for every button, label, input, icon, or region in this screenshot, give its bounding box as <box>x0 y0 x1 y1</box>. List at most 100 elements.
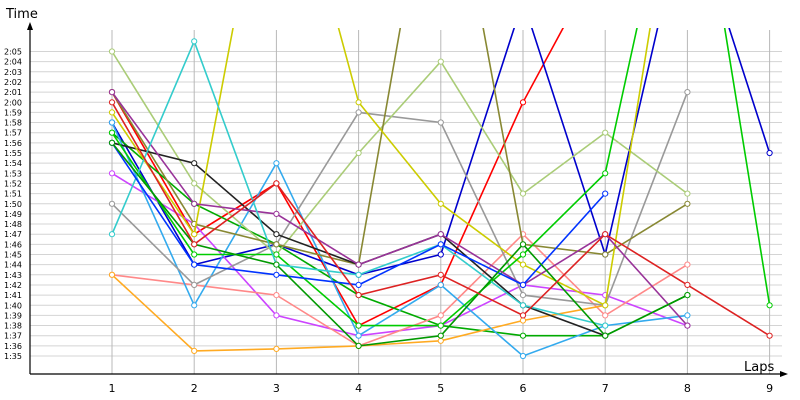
x-tick-label: 2 <box>191 382 198 395</box>
y-tick-label: 1:46 <box>4 240 22 249</box>
data-point <box>437 251 444 258</box>
data-point <box>519 312 527 319</box>
y-tick-label: 1:54 <box>4 159 22 168</box>
y-tick-label: 1:52 <box>4 179 22 188</box>
data-point <box>437 312 444 319</box>
data-point <box>684 322 691 329</box>
y-tick-label: 1:59 <box>4 108 22 117</box>
data-point <box>602 251 609 258</box>
data-point <box>108 200 116 207</box>
y-tick-label: 2:01 <box>4 88 22 97</box>
data-point <box>273 312 280 319</box>
y-tick-label: 1:42 <box>4 281 22 290</box>
y-tick-label: 1:37 <box>4 332 22 341</box>
x-tick-label: 3 <box>273 382 280 395</box>
y-tick-label: 1:50 <box>4 200 22 209</box>
y-axis-title: Time <box>5 7 38 22</box>
data-point <box>355 322 362 329</box>
y-tick-label: 2:05 <box>4 48 22 57</box>
data-point <box>191 281 198 288</box>
data-point <box>602 231 609 238</box>
data-point <box>273 210 280 217</box>
y-tick-label: 2:04 <box>4 58 22 67</box>
y-tick-label: 1:43 <box>4 271 22 280</box>
data-point <box>108 129 116 136</box>
data-point <box>273 292 280 299</box>
y-axis-arrow <box>27 22 33 30</box>
y-tick-label: 1:56 <box>4 139 22 148</box>
data-point <box>355 292 362 299</box>
data-point <box>519 261 527 268</box>
y-tick-label: 1:57 <box>4 129 22 138</box>
series-line-10 <box>111 28 688 266</box>
data-point <box>191 251 198 258</box>
data-point <box>766 149 773 157</box>
data-point <box>437 119 444 126</box>
y-tick-label: 1:39 <box>4 311 22 320</box>
y-tick-label: 1:41 <box>4 291 22 300</box>
data-point <box>355 261 362 268</box>
data-point <box>108 109 116 116</box>
data-point <box>684 292 691 299</box>
data-point <box>766 332 773 339</box>
data-point <box>437 200 444 207</box>
y-tick-label: 1:38 <box>4 322 22 331</box>
data-point <box>437 322 444 329</box>
data-point <box>602 302 609 309</box>
data-point <box>519 292 527 299</box>
y-tick-label: 1:47 <box>4 230 22 239</box>
y-tick-label: 1:53 <box>4 169 22 178</box>
x-axis-title: Laps <box>744 360 774 375</box>
x-tick-label: 9 <box>766 382 773 395</box>
data-point <box>191 241 198 248</box>
tick-labels: 1:351:361:371:38 1:391:401:411:421:431:44… <box>4 48 773 396</box>
data-point <box>273 261 280 268</box>
data-point <box>108 99 116 106</box>
x-tick-label: 1 <box>109 382 116 395</box>
data-point <box>191 38 198 45</box>
y-tick-label: 1:48 <box>4 220 22 229</box>
data-point <box>437 271 444 278</box>
data-point <box>108 170 116 177</box>
x-tick-label: 7 <box>602 382 609 395</box>
data-point <box>191 160 198 167</box>
grid <box>30 30 782 374</box>
series-line-8 <box>111 91 689 307</box>
series-line-17 <box>111 142 688 347</box>
data-point <box>519 99 527 106</box>
data-point <box>108 139 116 146</box>
data-point <box>519 302 527 309</box>
y-tick-label: 2:03 <box>4 68 22 77</box>
data-point <box>437 241 444 248</box>
data-point <box>437 332 444 339</box>
data-point <box>437 58 444 65</box>
y-tick-label: 2:02 <box>4 78 22 87</box>
data-point <box>273 241 280 248</box>
data-point <box>684 200 691 207</box>
series-line-5 <box>111 233 688 347</box>
data-point <box>684 281 691 288</box>
data-point <box>684 190 691 197</box>
series-lines <box>108 28 773 360</box>
y-tick-label: 1:58 <box>4 119 22 128</box>
y-tick-label: 1:35 <box>4 352 22 361</box>
series-line-9 <box>111 51 688 256</box>
data-point <box>191 347 198 354</box>
data-point <box>519 332 527 339</box>
data-point <box>273 271 280 278</box>
data-point <box>355 342 362 349</box>
data-point <box>519 352 527 360</box>
data-point <box>108 231 116 238</box>
data-point <box>684 89 691 96</box>
data-point <box>273 160 280 167</box>
data-point <box>108 119 116 126</box>
y-tick-label: 1:40 <box>4 301 22 310</box>
data-point <box>191 302 198 309</box>
data-point <box>108 89 116 96</box>
data-point <box>602 170 609 177</box>
data-point <box>355 109 362 116</box>
data-point <box>108 48 116 55</box>
data-point <box>519 317 527 324</box>
data-point <box>191 200 198 207</box>
